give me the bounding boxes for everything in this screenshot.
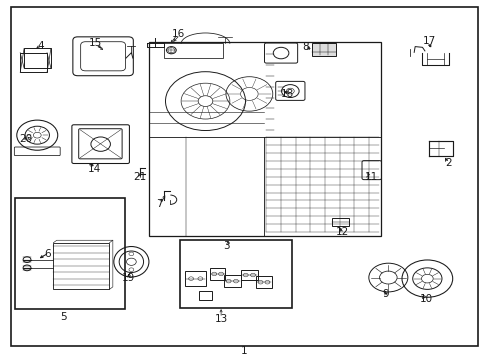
- Text: 21: 21: [133, 172, 146, 182]
- Text: 2: 2: [444, 158, 451, 168]
- Bar: [15, 198, 125, 309]
- Text: 4: 4: [38, 41, 44, 50]
- Text: 10: 10: [419, 294, 431, 304]
- Text: 16: 16: [172, 29, 185, 39]
- Text: 8: 8: [302, 42, 308, 51]
- Text: 14: 14: [87, 164, 101, 174]
- Text: 3: 3: [223, 241, 230, 251]
- Text: 19: 19: [122, 273, 135, 283]
- FancyBboxPatch shape: [311, 43, 335, 55]
- Text: 6: 6: [44, 248, 51, 258]
- Text: 1: 1: [241, 346, 247, 356]
- Text: 7: 7: [156, 199, 163, 209]
- Text: 9: 9: [382, 289, 388, 299]
- Text: 20: 20: [20, 135, 33, 144]
- Text: 17: 17: [422, 36, 435, 46]
- Text: 13: 13: [215, 314, 228, 324]
- Text: 5: 5: [60, 312, 66, 322]
- Text: 12: 12: [335, 227, 348, 237]
- Text: 11: 11: [364, 172, 377, 182]
- Bar: [53, 243, 109, 289]
- Bar: [149, 42, 380, 235]
- Text: 15: 15: [89, 38, 102, 48]
- Text: 18: 18: [280, 89, 293, 99]
- Bar: [180, 239, 292, 309]
